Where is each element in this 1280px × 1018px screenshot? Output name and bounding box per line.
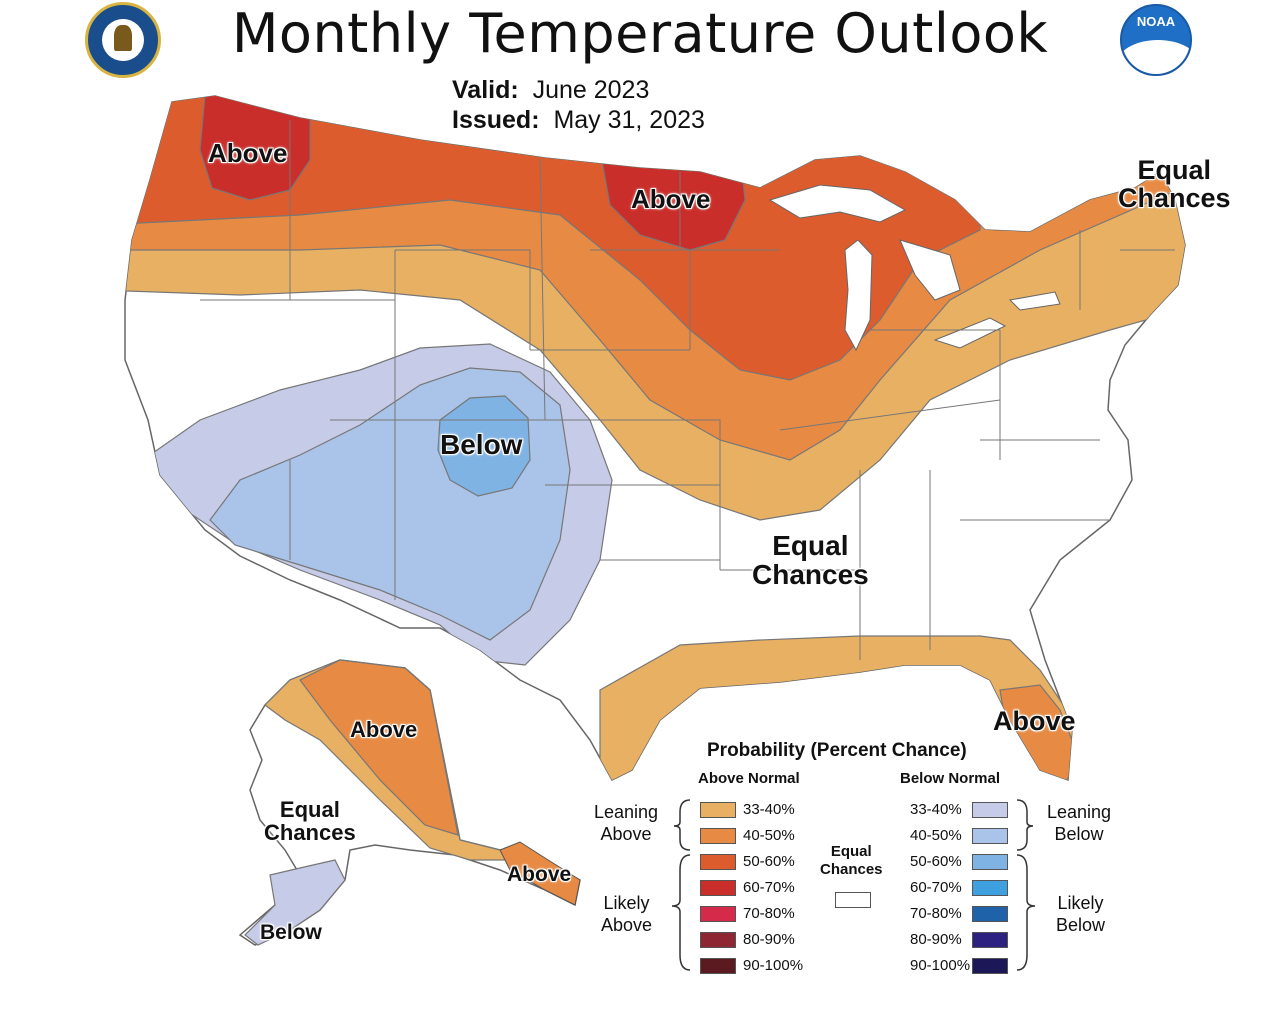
zone-above-40-50-fl xyxy=(999,684,1081,780)
legend-swatch-below xyxy=(972,906,1008,922)
label-line: Equal xyxy=(1137,155,1212,185)
issued-label: Issued: xyxy=(452,106,540,134)
zone-ak-se-above xyxy=(499,841,581,906)
valid-line: Valid: June 2023 xyxy=(452,76,649,105)
legend-label-below: 60-70% xyxy=(910,879,962,896)
label-line: Chances xyxy=(1118,183,1231,214)
eagle-icon xyxy=(114,25,132,51)
label-line: Chances xyxy=(264,820,356,846)
label-line: Chances xyxy=(752,559,869,591)
legend-above-header: Above Normal xyxy=(698,770,800,787)
legend-likely-below: Likely Below xyxy=(1056,893,1105,936)
legend-swatch-below xyxy=(972,802,1008,818)
legend-swatch-above xyxy=(700,802,736,818)
legend-label-above: 70-80% xyxy=(743,905,795,922)
legend-below-header: Below Normal xyxy=(900,770,1001,787)
legend-text-line: Likely xyxy=(1057,893,1104,913)
doc-seal-logo xyxy=(85,2,161,78)
legend-leaning-above: Leaning Above xyxy=(594,802,658,845)
lake-huron xyxy=(899,239,961,301)
legend-label-below: 80-90% xyxy=(910,931,962,948)
legend-braces xyxy=(671,799,1036,971)
legend-text-line: Chances xyxy=(820,861,883,878)
legend-text-line: Below xyxy=(1056,914,1106,935)
legend-swatch-above xyxy=(700,828,736,844)
noaa-wave-icon xyxy=(1122,40,1190,74)
lake-ontario xyxy=(1008,291,1061,311)
map-label-nw-above: Above xyxy=(208,138,288,168)
page-title: Monthly Temperature Outlook xyxy=(231,2,1049,65)
map-label-fl-above: Above xyxy=(993,706,1076,736)
lake-erie xyxy=(933,317,1007,349)
legend-label-above: 80-90% xyxy=(743,931,795,948)
legend-label-below: 33-40% xyxy=(910,801,962,818)
legend-swatch-above xyxy=(700,932,736,948)
zone-ak-below xyxy=(244,859,346,946)
noaa-logo: NOAA xyxy=(1120,4,1192,76)
lake-superior xyxy=(768,184,907,223)
legend-label-above: 33-40% xyxy=(743,801,795,818)
valid-label: Valid: xyxy=(452,76,519,104)
legend-label-above: 90-100% xyxy=(743,957,804,974)
map-label-ak-equal-chances: Equal Chances xyxy=(264,798,356,844)
legend-title: Probability (Percent Chance) xyxy=(707,740,967,761)
zone-below-50-60 xyxy=(437,395,531,497)
legend-text-line: Likely xyxy=(603,893,650,913)
noaa-logo-text: NOAA xyxy=(1136,14,1176,29)
issued-value: May 31, 2023 xyxy=(553,106,705,134)
legend-text-line: Leaning xyxy=(594,802,659,822)
legend-swatch-below xyxy=(972,958,1008,974)
map-label-ne-equal-chances: Equal Chances xyxy=(1118,156,1231,213)
map-label-se-equal-chances: Equal Chances xyxy=(752,531,869,590)
legend-swatch-equal-chances xyxy=(835,892,871,908)
legend-swatch-below xyxy=(972,828,1008,844)
legend-text-line: Equal xyxy=(830,843,872,860)
legend-label-below: 70-80% xyxy=(910,905,962,922)
legend-swatch-below xyxy=(972,854,1008,870)
legend-likely-above: Likely Above xyxy=(601,893,652,936)
legend-text-line: Below xyxy=(1054,823,1104,844)
legend-label-below: 40-50% xyxy=(910,827,962,844)
map-label-ak-below: Below xyxy=(260,921,322,944)
legend-label-below: 90-100% xyxy=(910,957,971,974)
legend-leaning-below: Leaning Below xyxy=(1047,802,1111,845)
map-label-ak-above: Above xyxy=(350,717,418,742)
issued-line: Issued: May 31, 2023 xyxy=(452,106,705,135)
state-borders xyxy=(200,120,1175,660)
legend-label-above: 60-70% xyxy=(743,879,795,896)
zone-ak-above-40-50 xyxy=(299,659,459,836)
legend-swatch-above xyxy=(700,958,736,974)
legend-text-line: Above xyxy=(600,823,652,844)
map-label-mn-above: Above xyxy=(631,184,711,214)
legend-label-below: 50-60% xyxy=(910,853,962,870)
label-line: Equal xyxy=(772,530,849,561)
legend-text-line: Above xyxy=(601,914,653,935)
legend-label-above: 40-50% xyxy=(743,827,795,844)
legend-swatch-above xyxy=(700,906,736,922)
map-label-sw-below: Below xyxy=(440,429,523,460)
legend-text-line: Leaning xyxy=(1047,802,1112,822)
legend-swatch-below xyxy=(972,880,1008,896)
map-label-ak-se-above: Above xyxy=(507,863,572,886)
legend-label-above: 50-60% xyxy=(743,853,795,870)
legend-equal-chances: Equal Chances xyxy=(820,843,883,879)
valid-value: June 2023 xyxy=(532,76,650,104)
lake-michigan xyxy=(844,239,873,352)
legend-swatch-below xyxy=(972,932,1008,948)
label-line: Equal xyxy=(279,797,340,822)
legend-swatch-above xyxy=(700,854,736,870)
legend-swatch-above xyxy=(700,880,736,896)
